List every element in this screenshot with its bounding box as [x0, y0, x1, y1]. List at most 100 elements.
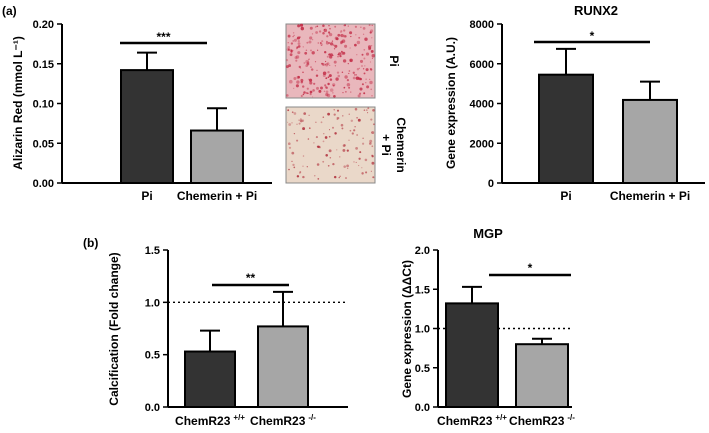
- stain-spot: [332, 84, 335, 87]
- stain-spot: [315, 121, 317, 123]
- stain-spot: [342, 144, 346, 147]
- bar: [622, 98, 678, 184]
- stain-spot: [338, 52, 341, 56]
- stain-spot: [361, 53, 364, 56]
- stain-spot: [317, 42, 320, 44]
- stain-spot: [308, 40, 312, 44]
- stain-spot: [306, 87, 309, 90]
- stain-spot: [363, 72, 366, 75]
- stain-spot: [303, 91, 306, 94]
- stain-spot: [365, 52, 370, 56]
- stain-spot: [360, 26, 362, 28]
- stain-spot: [346, 164, 349, 168]
- stain-spot: [314, 61, 317, 63]
- stain-spot: [328, 129, 331, 131]
- stain-spot: [309, 127, 311, 129]
- stain-spot: [326, 35, 329, 38]
- stain-spot: [299, 119, 303, 123]
- stain-spot: [307, 138, 310, 140]
- stain-spot: [368, 24, 371, 27]
- stain-spot: [300, 94, 303, 98]
- stain-spot: [355, 76, 360, 80]
- stain-spot: [320, 43, 323, 46]
- x-category-name: ChemR23: [509, 414, 565, 428]
- stain-spot: [293, 112, 297, 115]
- y-axis-label: Gene expression (ΔΔCt): [400, 260, 414, 398]
- stain-spot: [349, 31, 353, 35]
- stain-spot: [325, 86, 328, 89]
- bar: [515, 343, 569, 409]
- stain-spot: [339, 52, 341, 54]
- stain-spot: [349, 129, 352, 132]
- stain-spot: [295, 59, 298, 62]
- stain-spot: [326, 62, 330, 65]
- stain-spot: [318, 89, 322, 93]
- stain-spot: [296, 139, 299, 142]
- stain-spot: [287, 121, 289, 123]
- stain-spot: [327, 164, 330, 167]
- stain-spot: [329, 157, 332, 159]
- micrograph-caption: Pi: [387, 55, 401, 66]
- stain-spot: [321, 44, 323, 46]
- stain-spot: [354, 126, 356, 128]
- stain-spot: [297, 40, 300, 43]
- stain-spot: [290, 49, 293, 52]
- stain-spot: [293, 77, 297, 80]
- stain-spot: [286, 48, 290, 51]
- stain-spot: [336, 116, 339, 119]
- stain-spot: [349, 47, 351, 49]
- stain-spot: [292, 35, 294, 38]
- x-category-label: Pi: [560, 189, 571, 203]
- x-category-label: ChemR23 +/+: [437, 413, 507, 428]
- stain-spot: [354, 107, 358, 111]
- stain-spot: [297, 51, 301, 55]
- stain-spot: [292, 32, 295, 34]
- y-tick-label: 8000: [470, 19, 494, 31]
- stain-spot: [340, 33, 344, 38]
- stain-spot: [357, 94, 361, 98]
- x-category-name: ChemR23: [175, 414, 231, 428]
- stain-spot: [334, 44, 338, 48]
- stain-spot: [346, 149, 349, 152]
- y-tick-label: 4000: [470, 99, 494, 111]
- stain-spot: [308, 59, 310, 61]
- y-tick-label: 0: [488, 178, 494, 190]
- stain-spot: [329, 64, 331, 67]
- stain-spot: [325, 77, 328, 80]
- stain-spot: [329, 78, 333, 81]
- stain-spot: [290, 42, 294, 45]
- stain-spot: [323, 90, 326, 93]
- stain-spot: [305, 59, 309, 64]
- stain-spot: [354, 25, 358, 28]
- stain-spot: [299, 172, 301, 174]
- stain-spot: [363, 48, 366, 51]
- stain-spot: [288, 168, 290, 171]
- stain-spot: [296, 36, 301, 40]
- stain-spot: [316, 25, 319, 28]
- stain-spot: [310, 68, 314, 71]
- stain-spot: [299, 67, 302, 69]
- stain-spot: [344, 75, 348, 79]
- stain-spot: [327, 82, 330, 86]
- stain-spot: [372, 123, 375, 126]
- stain-spot: [285, 65, 289, 69]
- stain-spot: [295, 55, 300, 59]
- stain-spot: [288, 123, 292, 126]
- stain-spot: [336, 71, 340, 74]
- stain-spot: [291, 122, 293, 124]
- stain-spot: [370, 44, 373, 47]
- x-category-label: Chemerin + Pi: [177, 189, 257, 203]
- stain-spot: [287, 109, 290, 112]
- stain-spot: [370, 49, 374, 53]
- stain-spot: [344, 44, 348, 48]
- stain-spot: [336, 118, 339, 120]
- stain-spot: [296, 175, 300, 178]
- stain-spot: [365, 68, 369, 72]
- stain-spot: [335, 37, 339, 41]
- stain-spot: [309, 81, 313, 85]
- stain-spot: [336, 109, 340, 112]
- stain-spot: [302, 165, 304, 167]
- x-category-label: ChemR23 -/-: [250, 413, 316, 428]
- stain-spot: [297, 42, 301, 45]
- stain-spot: [335, 77, 339, 81]
